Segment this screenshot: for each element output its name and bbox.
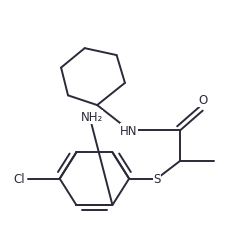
Text: S: S bbox=[153, 172, 160, 186]
Text: Cl: Cl bbox=[13, 172, 25, 186]
Text: NH₂: NH₂ bbox=[80, 111, 103, 124]
Text: O: O bbox=[198, 94, 207, 107]
Text: HN: HN bbox=[120, 124, 138, 137]
